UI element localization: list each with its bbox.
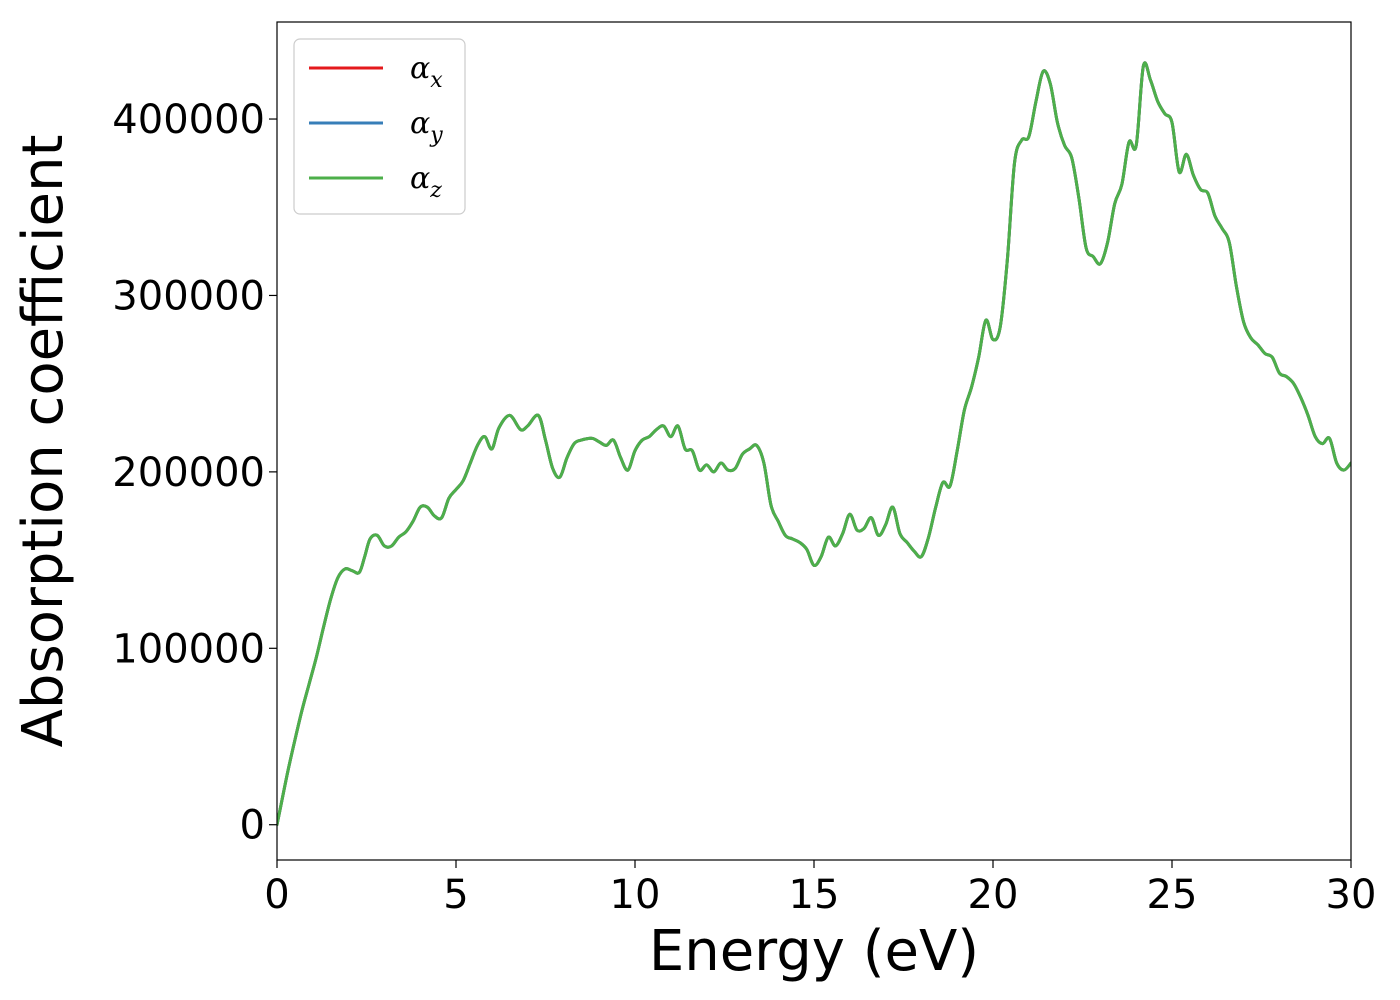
- legend-box: [293, 38, 466, 215]
- y-tick-label: 100000: [112, 626, 265, 672]
- y-tick-label: 200000: [112, 450, 265, 496]
- y-tick-label: 400000: [112, 97, 265, 143]
- x-tick-label: 30: [1326, 872, 1377, 918]
- series-line-3: [277, 61, 1351, 827]
- legend-subscript: x: [430, 68, 443, 93]
- x-axis-title: Energy (eV): [649, 919, 979, 984]
- legend-symbol: α: [410, 106, 430, 141]
- legend-label-1: αx: [410, 51, 443, 93]
- y-tick-label: 0: [240, 803, 265, 849]
- legend-symbol: α: [410, 161, 430, 196]
- legend-label-3: αz: [410, 161, 442, 203]
- x-tick-label: 5: [443, 872, 468, 918]
- y-axis-title: Absorption coefficient: [11, 135, 76, 748]
- x-tick-label: 15: [789, 872, 840, 918]
- legend-subscript: y: [429, 123, 443, 148]
- x-tick-label: 10: [610, 872, 661, 918]
- y-tick-label: 300000: [112, 273, 265, 319]
- y-axis-ticks: 0 100000 200000 300000 400000: [112, 97, 277, 849]
- x-axis-ticks: 0 5 10 15 20 25 30: [264, 860, 1376, 918]
- legend-label-2: αy: [410, 106, 443, 148]
- legend-subscript: z: [429, 178, 442, 203]
- x-tick-label: 0: [264, 872, 289, 918]
- series-layer: [277, 61, 1351, 827]
- x-tick-label: 20: [968, 872, 1019, 918]
- x-tick-label: 25: [1147, 872, 1198, 918]
- legend-symbol: α: [410, 51, 430, 86]
